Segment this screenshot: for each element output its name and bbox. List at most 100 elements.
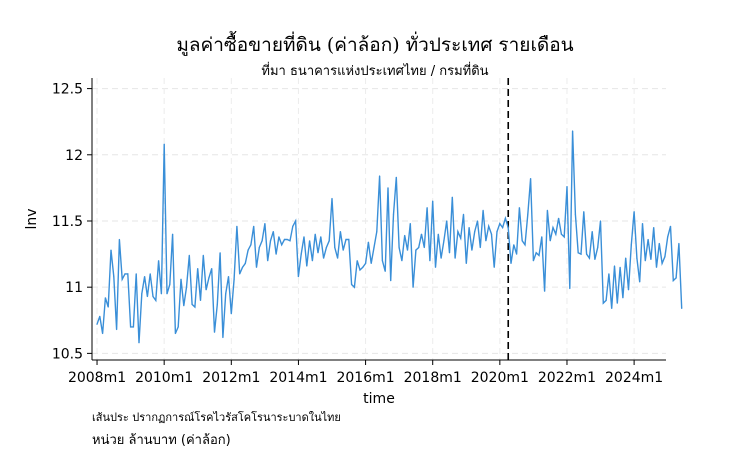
y-tick-label: 11.5 [52,214,83,230]
data-point [446,220,448,222]
y-tick-label: 11 [65,280,83,296]
data-point [644,260,646,262]
data-point [544,290,546,292]
data-point [339,231,341,233]
data-point [362,266,364,268]
data-point [398,246,400,249]
data-point [586,253,588,255]
data-point [384,270,386,272]
data-point [521,240,523,242]
data-point [664,256,666,258]
data-point [535,252,537,254]
data-point [527,213,529,215]
data-point [113,276,115,278]
data-point [163,143,165,145]
data-point [611,307,613,309]
data-point [311,260,313,262]
data-points [96,130,683,344]
data-point [675,277,677,279]
x-tick-label: 2008m1 [68,370,126,386]
data-point [281,244,283,246]
data-point [627,289,630,291]
data-point [320,236,322,238]
data-point [208,277,210,279]
data-point [613,265,616,267]
data-point [563,236,565,238]
data-point [188,254,190,256]
grid-lines [92,78,666,360]
data-point [353,286,355,288]
data-point [636,257,638,259]
data-point [104,297,106,299]
data-point [149,273,151,275]
data-point [328,240,330,242]
data-point [541,236,543,238]
data-point [334,246,336,249]
data-point [300,253,302,255]
data-point [213,331,216,333]
data-point [558,217,560,219]
data-point [241,266,244,268]
data-point [370,262,372,264]
data-point [225,293,227,295]
data-point [577,252,579,254]
data-point [650,258,652,260]
data-point [278,236,280,238]
data-point [261,240,263,242]
data-point [367,241,369,243]
data-point [99,315,101,317]
data-point [678,242,680,245]
data-point [96,323,98,325]
data-point [502,227,504,229]
data-point [107,306,109,308]
data-point [583,211,585,213]
data-point [504,217,506,219]
data-point [205,289,207,291]
data-point [295,220,297,222]
data-point [351,283,353,286]
data-point [183,305,185,307]
data-point [507,227,509,229]
x-axis-title: time [363,391,395,407]
data-point [516,253,518,255]
data-point [482,209,484,211]
x-tick-label: 2024m1 [605,370,663,386]
data-point [597,246,599,249]
data-point [158,260,160,262]
data-point [538,254,540,256]
data-point [667,236,669,238]
data-point [429,260,431,262]
data-point [479,246,481,249]
data-point [443,240,445,242]
data-point [669,225,672,227]
data-point [672,280,674,282]
x-tick-label: 2014m1 [269,370,327,386]
data-point [306,265,308,267]
data-point [141,293,143,295]
data-point [348,238,350,241]
data-point [420,233,423,235]
data-point [250,244,252,246]
data-point [325,246,327,249]
data-point [244,262,246,264]
data-point [658,242,660,245]
data-point [309,240,311,242]
data-point [272,231,274,233]
data-point [216,303,218,305]
data-point [297,276,299,278]
x-tick-label: 2022m1 [538,370,596,386]
data-point [152,295,154,298]
data-point [102,332,104,335]
data-point [560,233,563,235]
data-point [286,238,288,241]
data-point [258,246,260,249]
data-point [199,299,202,301]
data-point [474,231,476,233]
data-point [230,313,232,315]
data-point [510,262,512,264]
footnote-unit: หน่วย ล้านบาท (ค่าล้อก) [92,433,231,448]
data-point [395,176,397,178]
data-point [633,211,635,213]
data-point [155,299,157,301]
data-point [409,223,411,225]
